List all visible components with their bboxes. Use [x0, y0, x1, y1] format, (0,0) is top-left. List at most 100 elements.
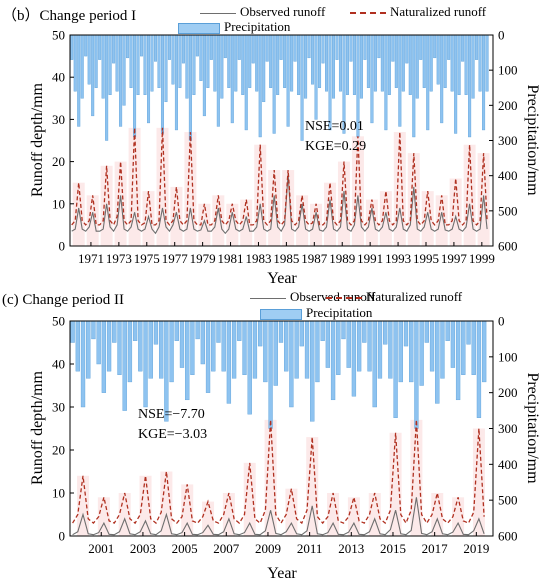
precipitation-bar	[195, 320, 200, 340]
precipitation-bar	[414, 320, 419, 429]
x-tick-label: 2001	[88, 541, 114, 556]
y-tick-label: 30	[52, 400, 65, 415]
precipitation-bar	[286, 34, 290, 127]
fit-stats: NSE=−7.70 KGE=−3.03	[138, 405, 207, 445]
precipitation-bar	[383, 320, 388, 345]
precipitation-bar	[377, 320, 383, 379]
legend-observed-label: Observed runoff	[240, 4, 326, 19]
precipitation-bar	[455, 320, 461, 401]
x-axis-title: Year	[267, 565, 297, 582]
runoff-band	[77, 475, 90, 536]
precipitation-bar	[77, 34, 81, 127]
precipitation-bar	[345, 34, 349, 95]
precipitation-bar	[293, 34, 297, 62]
y-tick-label: 30	[52, 112, 65, 127]
precipitation-bar	[216, 34, 220, 127]
precipitation-bar	[366, 34, 370, 88]
precipitation-bar	[405, 34, 409, 64]
kge-value: KGE=0.29	[305, 139, 367, 154]
y-tick-label: 50	[52, 314, 65, 329]
precipitation-bar	[84, 34, 88, 57]
precipitation-bar	[328, 34, 332, 131]
runoff-band	[452, 497, 465, 536]
precipitation-bar	[412, 34, 416, 138]
legend-precipitation-swatch	[178, 22, 220, 34]
x-tick-label: 1979	[190, 251, 216, 266]
precipitation-bar	[91, 34, 95, 117]
precipitation-bar	[335, 34, 339, 60]
precipitation-bar	[331, 34, 336, 99]
runoff-band	[170, 186, 183, 246]
precipitation-bar	[471, 34, 475, 99]
y-axis-title: Runoff depth/mm	[29, 371, 46, 485]
x-tick-label: 2011	[297, 541, 323, 556]
precipitation-bar	[188, 34, 192, 141]
precipitation-bar	[138, 320, 143, 372]
runoff-band	[472, 428, 485, 536]
precipitation-bar	[98, 34, 102, 60]
precipitation-bar	[199, 34, 203, 81]
precipitation-bar	[241, 34, 245, 95]
precipitation-bar	[297, 34, 301, 95]
precipitation-bar	[401, 34, 405, 92]
runoff-band	[310, 203, 323, 246]
precipitation-bar	[445, 320, 450, 341]
precipitation-bar	[220, 34, 224, 99]
precipitation-bar	[153, 34, 158, 62]
runoff-band	[389, 432, 402, 536]
y-tick-label: 40	[52, 357, 65, 372]
precipitation-bar	[380, 34, 384, 92]
precipitation-bar	[86, 320, 91, 379]
precipitation-bar	[265, 34, 269, 62]
panel-title: (c) Change period II	[2, 292, 125, 308]
y-tick-label: 10	[52, 486, 65, 501]
precipitation-bar	[248, 34, 252, 88]
runoff-band	[268, 170, 281, 246]
precipitation-bar	[106, 320, 112, 372]
precipitation-bar	[190, 320, 195, 375]
legend-naturalized-swatch	[350, 12, 386, 15]
legend-observed: Observed runoff	[250, 289, 375, 305]
precipitation-bar	[255, 34, 259, 92]
runoff-band	[254, 144, 267, 246]
precipitation-bar	[251, 34, 255, 64]
precipitation-bar	[391, 34, 395, 62]
precipitation-bar	[169, 320, 174, 383]
y-tick-label: 20	[52, 443, 65, 458]
precipitation-bar	[237, 34, 241, 60]
precipitation-bar	[91, 320, 96, 340]
precipitation-bar	[419, 320, 424, 386]
runoff-band	[86, 195, 99, 246]
precipitation-bar	[311, 34, 315, 85]
x-tick-label: 1987	[301, 251, 328, 266]
runoff-band	[324, 182, 337, 246]
precipitation-bar	[276, 34, 280, 95]
precipitation-bar	[147, 34, 151, 124]
precipitation-bar	[384, 34, 388, 131]
runoff-band	[226, 203, 239, 246]
precipitation-bar	[112, 34, 116, 64]
precipitation-bar	[450, 320, 456, 368]
precipitation-bar	[258, 34, 262, 138]
x-tick-label: 2009	[255, 541, 281, 556]
x-tick-label: 2017	[422, 541, 449, 556]
precipitation-bar	[192, 34, 196, 95]
y2-tick-label: 300	[498, 133, 518, 148]
precipitation-bar	[349, 34, 353, 62]
runoff-band	[296, 195, 309, 246]
precipitation-bar	[127, 320, 133, 383]
precipitation-bar	[143, 320, 148, 408]
precipitation-bar	[80, 320, 86, 408]
precipitation-bar	[101, 320, 107, 393]
precipitation-bar	[185, 34, 189, 99]
precipitation-bar	[115, 34, 119, 92]
precipitation-bar	[367, 320, 372, 372]
observed-runoff-line	[72, 497, 485, 536]
x-tick-label: 1985	[273, 251, 299, 266]
precipitation-bar	[247, 320, 252, 415]
precipitation-bar	[485, 34, 489, 92]
precipitation-bar	[320, 320, 325, 341]
x-tick-label: 2013	[338, 541, 364, 556]
